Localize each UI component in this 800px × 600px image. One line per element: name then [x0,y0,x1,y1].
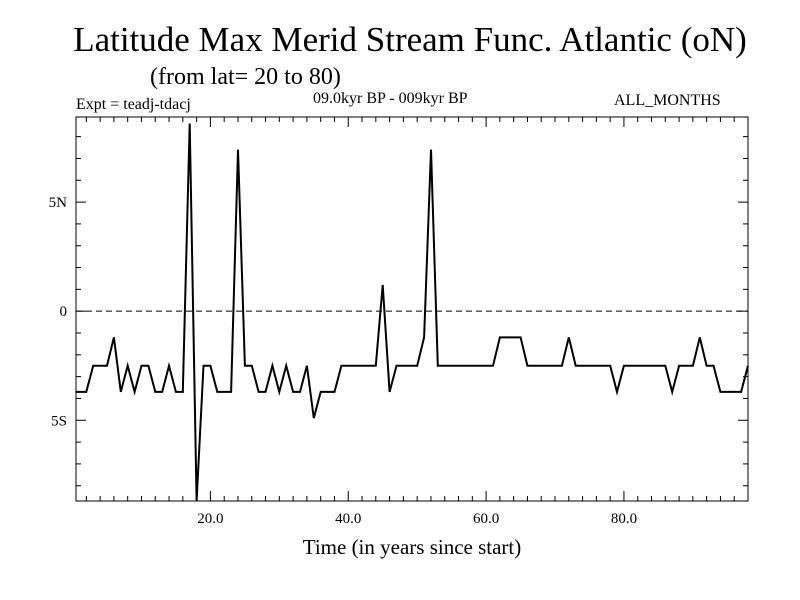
y-tick-label: 5N [49,195,68,211]
x-tick-label: 20.0 [197,511,223,527]
series-line [76,123,749,502]
chart-title: Latitude Max Merid Stream Func. Atlantic… [73,20,747,59]
plot-frame [75,116,749,502]
y-tick-label: 0 [60,304,68,320]
x-axis-label: Time (in years since start) [303,535,522,559]
x-tick-label: 60.0 [473,511,499,527]
experiment-label: Expt = teadj-tdacj [76,96,191,113]
x-tick-label: 40.0 [335,511,361,527]
chart-subtitle: (from lat= 20 to 80) [150,64,341,90]
months-label: ALL_MONTHS [614,92,721,109]
x-tick-label: 80.0 [611,511,637,527]
y-tick-label: 5S [51,413,67,429]
period-label: 09.0kyr BP - 009kyr BP [313,90,468,107]
